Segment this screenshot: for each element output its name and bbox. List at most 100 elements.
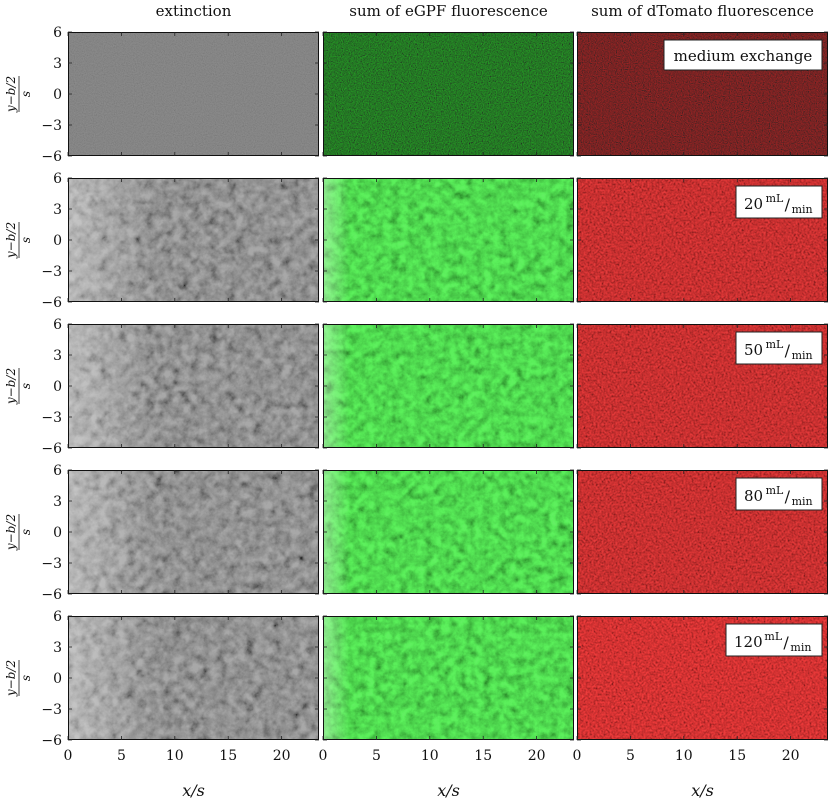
panel-shading [323,324,399,448]
x-tick-label: 5 [626,748,635,764]
x-axis-label: x/s [182,781,205,800]
y-axis-label: y−b/2 s [4,222,33,259]
x-tick-label: 0 [573,748,582,764]
flow-unit-denominator: min [790,641,811,654]
y-tick-label: 0 [53,87,62,103]
y-tick-label: 0 [53,671,62,687]
panel-texture [68,32,319,156]
annotation-box [735,331,823,365]
y-axis-label-denominator: s [19,529,33,535]
x-tick-label: 20 [273,748,291,764]
row-annotation-5: 120 mL / min [725,623,823,657]
flow-rate-value: 20 [744,195,763,213]
x-tick-label: 0 [319,748,328,764]
panel-shading [68,324,319,448]
y-tick-label: 6 [53,25,62,41]
flow-rate-value: 80 [744,487,763,505]
x-tick-label: 0 [64,748,73,764]
y-axis-label-denominator: s [19,383,33,389]
column-title-extinction: extinction [156,2,232,20]
x-axis-label: x/s [437,781,460,800]
y-tick-label: 3 [53,202,62,218]
y-tick-label: 3 [53,640,62,656]
x-tick-label: 15 [728,748,746,764]
y-tick-label: 6 [53,609,62,625]
y-axis-label-denominator: s [19,675,33,681]
flow-unit-slash: / [785,195,791,214]
flow-unit-numerator: mL [764,630,782,643]
y-tick-label: −6 [41,295,62,311]
annotation-box [735,185,823,219]
y-axis-label-denominator: s [19,237,33,243]
y-axis-label-numerator: y−b/2 [4,368,18,405]
annotation-text: medium exchange [674,47,813,65]
panel-extinction-row-5 [67,615,319,741]
x-tick-label: 20 [782,748,800,764]
panel-shading [68,178,319,302]
y-tick-label: 6 [53,171,62,187]
flow-unit-slash: / [783,633,789,652]
annotation-box [735,477,823,511]
y-tick-label: −6 [41,149,62,165]
panel-extinction-row-1 [67,31,319,157]
panel-shading [323,616,399,740]
flow-unit-slash: / [785,487,791,506]
panel-egfp-row-1 [322,31,574,157]
flow-rate-value: 120 [734,633,763,651]
y-axis-label: y−b/2 s [4,76,33,113]
x-tick-label: 10 [166,748,184,764]
x-tick-label: 15 [474,748,492,764]
y-axis-label-numerator: y−b/2 [4,222,18,259]
y-tick-label: 0 [53,233,62,249]
y-axis-label-denominator: s [19,91,33,97]
row-annotation-4: 80 mL / min [735,477,823,511]
panel-shading [68,616,319,740]
y-tick-label: 6 [53,463,62,479]
row-annotation-3: 50 mL / min [735,331,823,365]
panel-extinction-row-2 [67,177,319,303]
y-tick-label: −6 [41,733,62,749]
y-axis-label: y−b/2 s [4,660,33,697]
flow-rate-value: 50 [744,341,763,359]
panel-egfp-row-5 [322,615,574,741]
y-tick-label: 3 [53,494,62,510]
flow-unit-numerator: mL [766,192,784,205]
y-axis-label-numerator: y−b/2 [4,514,18,551]
y-tick-label: −3 [41,702,62,718]
column-title-egfp: sum of eGPF fluorescence [349,2,548,20]
y-tick-label: 3 [53,56,62,72]
y-axis-label: y−b/2 s [4,514,33,551]
x-tick-label: 10 [675,748,693,764]
y-axis-label: y−b/2 s [4,368,33,405]
flow-unit-numerator: mL [766,338,784,351]
row-annotation-1: medium exchange [663,39,823,71]
panel-texture [323,32,574,156]
y-tick-label: 6 [53,317,62,333]
panel-extinction-row-3 [67,323,319,449]
panel-egfp-row-3 [322,323,574,449]
y-tick-label: −3 [41,118,62,134]
x-tick-label: 10 [421,748,439,764]
y-tick-label: 0 [53,379,62,395]
y-tick-label: −3 [41,410,62,426]
annotation-box [663,39,823,71]
y-tick-label: −6 [41,587,62,603]
flow-unit-slash: / [785,341,791,360]
y-tick-label: −3 [41,264,62,280]
row-annotation-2: 20 mL / min [735,185,823,219]
y-axis-label-numerator: y−b/2 [4,76,18,113]
panel-shading [68,470,319,594]
flow-unit-denominator: min [792,203,813,216]
annotation-box [725,623,823,657]
panel-egfp-row-2 [322,177,574,303]
x-tick-label: 15 [219,748,237,764]
panel-shading [323,178,399,302]
panel-egfp-row-4 [322,469,574,595]
y-axis-label-numerator: y−b/2 [4,660,18,697]
flow-unit-numerator: mL [766,484,784,497]
y-tick-label: 0 [53,525,62,541]
y-tick-label: 3 [53,348,62,364]
x-tick-label: 20 [528,748,546,764]
panel-extinction-row-4 [67,469,319,595]
